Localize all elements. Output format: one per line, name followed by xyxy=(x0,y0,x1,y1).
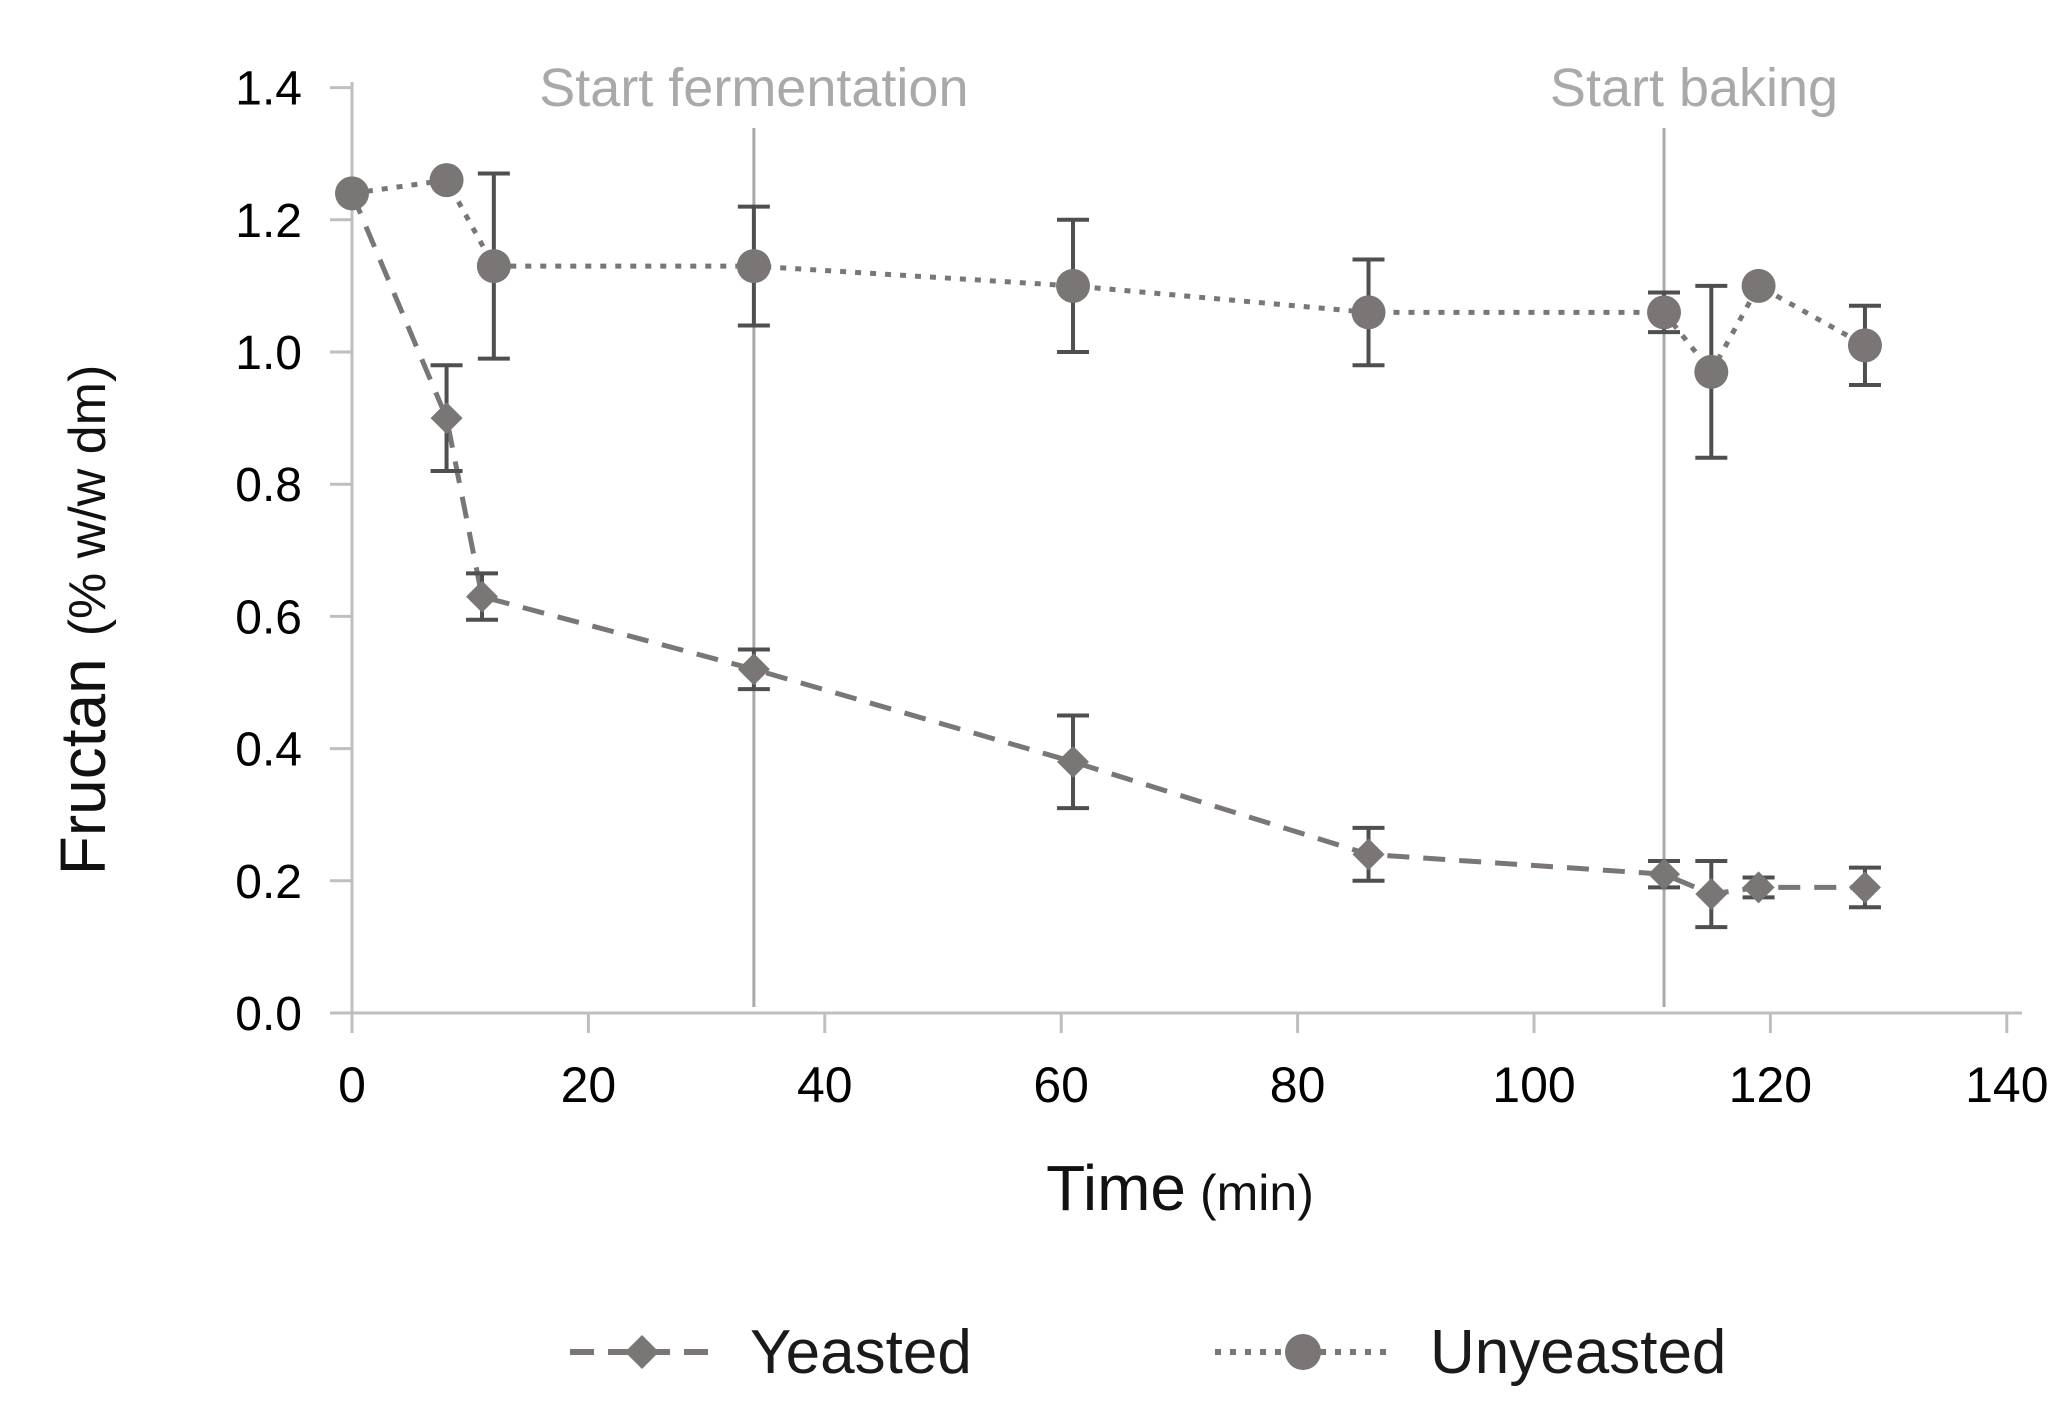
x-tick-label: 20 xyxy=(561,1057,617,1113)
data-point-circle-unyeasted xyxy=(1694,354,1729,389)
legend-label-unyeasted: Unyeasted xyxy=(1430,1318,1726,1387)
data-point-circle-unyeasted xyxy=(1647,295,1682,330)
data-point-diamond-yeasted xyxy=(1848,871,1881,904)
data-point-diamond-yeasted xyxy=(1695,878,1728,911)
x-axis-title: Time (min) xyxy=(1046,1152,1314,1224)
y-tick-label: 0.2 xyxy=(235,856,302,909)
legend-label-yeasted: Yeasted xyxy=(750,1318,972,1387)
x-tick-label: 40 xyxy=(797,1057,853,1113)
y-axis-title-unit: (% w/w dm) xyxy=(59,365,117,637)
data-point-diamond-yeasted xyxy=(1057,745,1090,778)
series-line-unyeasted xyxy=(351,177,1867,377)
data-point-circle-unyeasted xyxy=(1847,328,1882,363)
data-point-diamond-yeasted xyxy=(1352,838,1385,871)
x-axis-title-main: Time xyxy=(1046,1152,1186,1224)
x-axis-title-unit: (min) xyxy=(1200,1165,1314,1221)
data-point-diamond-yeasted xyxy=(466,580,499,613)
x-tick-label: 120 xyxy=(1729,1057,1812,1113)
y-tick-label: 0.6 xyxy=(235,591,302,644)
data-point-circle-unyeasted xyxy=(476,249,511,284)
y-tick-label: 1.2 xyxy=(235,195,302,248)
y-tick-label: 1.4 xyxy=(235,63,302,116)
data-point-diamond-yeasted xyxy=(1742,871,1775,904)
data-point-diamond-yeasted xyxy=(737,653,770,686)
y-tick-label: 0.8 xyxy=(235,459,302,512)
y-axis-title: Fructan (% w/w dm) xyxy=(47,365,119,876)
data-point-circle-unyeasted xyxy=(1351,295,1386,330)
x-tick-label: 0 xyxy=(338,1057,366,1113)
y-tick-label: 1.0 xyxy=(235,327,302,380)
legend-swatch-marker-unyeasted xyxy=(1285,1334,1321,1370)
data-point-circle-unyeasted xyxy=(1741,268,1776,303)
data-point-diamond-yeasted xyxy=(430,402,463,435)
data-point-circle-unyeasted xyxy=(335,176,369,211)
data-point-circle-unyeasted xyxy=(1056,268,1091,303)
legend-swatch-marker-yeasted xyxy=(625,1335,659,1369)
baking-start-label: Start baking xyxy=(1550,58,1838,118)
y-tick-label: 0.0 xyxy=(235,988,302,1041)
y-tick-label: 0.4 xyxy=(235,724,302,777)
x-tick-label: 100 xyxy=(1492,1057,1575,1113)
data-point-diamond-yeasted xyxy=(1648,858,1681,891)
data-point-circle-unyeasted xyxy=(736,249,771,284)
fermentation-start-label: Start fermentation xyxy=(539,58,968,118)
y-axis-title-main: Fructan xyxy=(47,658,119,875)
x-tick-label: 140 xyxy=(1965,1057,2048,1113)
x-tick-label: 80 xyxy=(1270,1057,1326,1113)
data-point-circle-unyeasted xyxy=(429,163,464,198)
x-tick-label: 60 xyxy=(1033,1057,1089,1113)
series-line-yeasted xyxy=(349,192,1865,897)
